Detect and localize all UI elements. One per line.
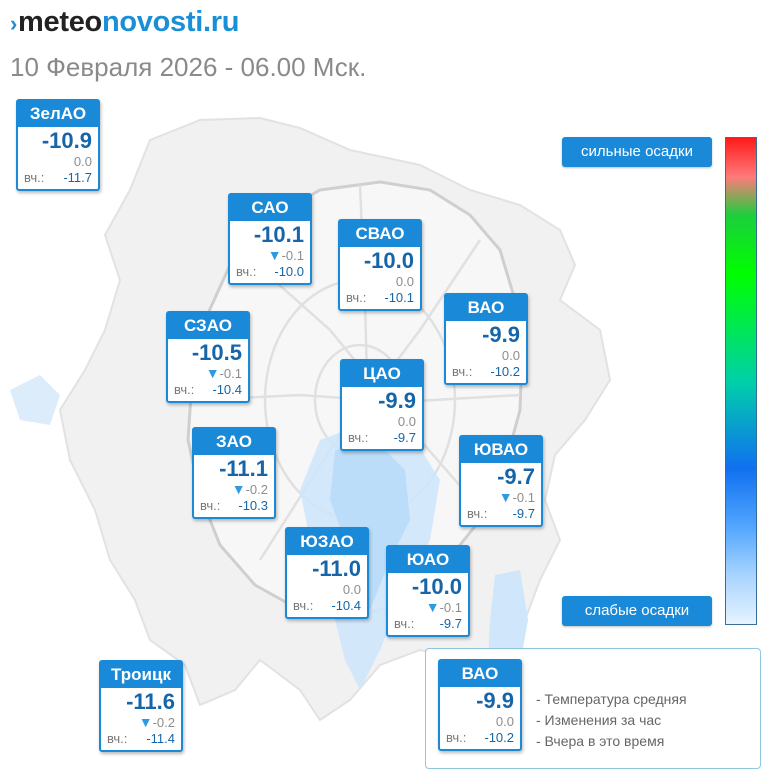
district-card-svao[interactable]: СВАО -10.0 0.0 вч.: -10.1: [338, 219, 422, 311]
district-yesterday: вч.: -9.7: [467, 506, 535, 521]
district-yesterday: вч.: -11.7: [24, 170, 92, 185]
heavy-precip-label: сильные осадки: [562, 137, 712, 167]
legend-item-temperature: - Температура средняя: [536, 691, 687, 707]
district-temperature: -9.7: [497, 464, 535, 489]
chevron-right-icon: ›: [10, 11, 18, 36]
district-temperature: -10.0: [363, 248, 414, 273]
district-card-yuvao[interactable]: ЮВАО -9.7 ▼-0.1 вч.: -9.7: [459, 435, 543, 527]
logo-prefix: meteo: [18, 6, 102, 38]
district-name: ВАО: [446, 295, 526, 321]
district-card-troick[interactable]: Троицк -11.6 ▼-0.2 вч.: -11.4: [99, 660, 183, 752]
district-change: 0.0: [73, 154, 92, 169]
district-card-yuzao[interactable]: ЮЗАО -11.0 0.0 вч.: -10.4: [285, 527, 369, 619]
district-temperature: -10.1: [253, 222, 304, 247]
triangle-down-icon: ▼: [425, 599, 440, 615]
district-card-vao[interactable]: ВАО -9.9 0.0 вч.: -10.2: [444, 293, 528, 385]
district-change: 0.0: [501, 348, 520, 363]
district-yesterday: вч.: -10.4: [293, 598, 361, 613]
triangle-down-icon: ▼: [138, 714, 153, 730]
district-temperature: -10.5: [191, 340, 242, 365]
legend-items: - Температура средняя - Изменения за час…: [536, 689, 687, 752]
district-change: 0.0: [395, 274, 414, 289]
legend-box: ВАО -9.9 0.0 вч.: -10.2 - Температура сре…: [425, 648, 761, 769]
district-yesterday: вч.: -9.7: [394, 616, 462, 631]
district-name: ЮВАО: [461, 437, 541, 463]
district-yesterday: вч.: -10.1: [346, 290, 414, 305]
district-temperature: -10.0: [411, 574, 462, 599]
district-name: САО: [230, 195, 310, 221]
district-temperature: -9.9: [476, 688, 514, 713]
district-change: ▼-0.1: [267, 247, 304, 263]
light-precip-label: слабые осадки: [562, 596, 712, 626]
district-temperature: -11.1: [219, 456, 268, 481]
district-change: 0.0: [342, 582, 361, 597]
district-yesterday: вч.: -9.7: [348, 430, 416, 445]
district-name: ЦАО: [342, 361, 422, 387]
triangle-down-icon: ▼: [231, 481, 246, 497]
triangle-down-icon: ▼: [267, 247, 282, 263]
triangle-down-icon: ▼: [498, 489, 513, 505]
page-subtitle: 10 Февраля 2026 - 06.00 Мск.: [10, 52, 367, 82]
district-temperature: -9.9: [378, 388, 416, 413]
district-change: 0.0: [397, 414, 416, 429]
logo-suffix: novosti.ru: [101, 6, 240, 38]
district-card-zao[interactable]: ЗАО -11.1 ▼-0.2 вч.: -10.3: [192, 427, 276, 519]
district-change: 0.0: [495, 714, 514, 729]
triangle-down-icon: ▼: [205, 365, 220, 381]
district-change: ▼-0.1: [425, 599, 462, 615]
district-name: ЮАО: [388, 547, 468, 573]
district-name: СВАО: [340, 221, 420, 247]
district-name: ЮЗАО: [287, 529, 367, 555]
district-change: ▼-0.1: [205, 365, 242, 381]
district-card-szao[interactable]: СЗАО -10.5 ▼-0.1 вч.: -10.4: [166, 311, 250, 403]
district-temperature: -11.6: [126, 689, 175, 714]
site-logo[interactable]: ›meteonovosti.ru: [10, 6, 239, 39]
district-yesterday: вч.: -10.3: [200, 498, 268, 513]
precipitation-color-scale: [725, 137, 757, 625]
legend-item-change: - Изменения за час: [536, 712, 662, 728]
district-change: ▼-0.1: [498, 489, 535, 505]
district-name: ЗАО: [194, 429, 274, 455]
district-card-sao[interactable]: САО -10.1 ▼-0.1 вч.: -10.0: [228, 193, 312, 285]
legend-sample-card: ВАО -9.9 0.0 вч.: -10.2: [438, 659, 522, 751]
district-change: ▼-0.2: [138, 714, 175, 730]
district-yesterday: вч.: -10.0: [236, 264, 304, 279]
district-temperature: -10.9: [41, 128, 92, 153]
district-name: ЗелАО: [18, 101, 98, 127]
district-yesterday: вч.: -10.2: [452, 364, 520, 379]
district-temperature: -9.9: [482, 322, 520, 347]
district-temperature: -11.0: [312, 556, 361, 581]
district-card-yuao[interactable]: ЮАО -10.0 ▼-0.1 вч.: -9.7: [386, 545, 470, 637]
district-card-zelao[interactable]: ЗелАО -10.9 0.0 вч.: -11.7: [16, 99, 100, 191]
district-yesterday: вч.: -11.4: [107, 731, 175, 746]
district-name: Троицк: [101, 662, 181, 688]
district-name: ВАО: [440, 661, 520, 687]
district-card-cao[interactable]: ЦАО -9.9 0.0 вч.: -9.7: [340, 359, 424, 451]
district-name: СЗАО: [168, 313, 248, 339]
district-change: ▼-0.2: [231, 481, 268, 497]
district-yesterday: вч.: -10.4: [174, 382, 242, 397]
district-yesterday: вч.: -10.2: [446, 730, 514, 745]
legend-item-yesterday: - Вчера в это время: [536, 733, 665, 749]
